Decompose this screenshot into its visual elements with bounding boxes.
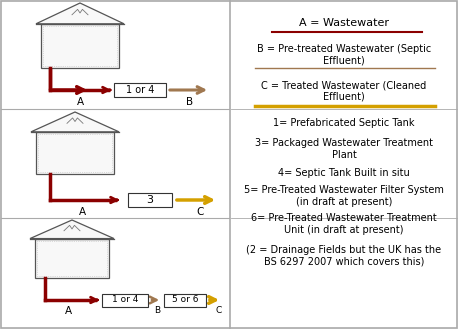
Bar — [114, 83, 166, 97]
Text: 5 or 6: 5 or 6 — [172, 295, 198, 305]
Bar — [128, 193, 172, 207]
Text: B: B — [186, 97, 194, 107]
Text: B: B — [154, 306, 160, 315]
Bar — [164, 293, 206, 307]
Polygon shape — [30, 220, 114, 239]
Text: A: A — [76, 97, 83, 107]
Bar — [43, 26, 117, 66]
Text: 3= Packaged Wastewater Treatment
Plant: 3= Packaged Wastewater Treatment Plant — [255, 138, 433, 160]
Text: 4= Septic Tank Built in situ: 4= Septic Tank Built in situ — [278, 168, 410, 178]
Text: A: A — [65, 306, 71, 316]
Polygon shape — [36, 3, 124, 24]
Text: 1 or 4: 1 or 4 — [112, 295, 138, 305]
Text: 6= Pre-Treated Wastewater Treatment
Unit (in draft at present): 6= Pre-Treated Wastewater Treatment Unit… — [251, 213, 437, 235]
Bar — [36, 132, 114, 174]
Text: C: C — [196, 207, 204, 217]
Text: 5= Pre-Treated Wastewater Filter System
(in draft at present): 5= Pre-Treated Wastewater Filter System … — [244, 185, 444, 207]
Bar — [41, 24, 119, 68]
Polygon shape — [31, 112, 119, 132]
Text: B = Pre-treated Wastewater (Septic
Effluent): B = Pre-treated Wastewater (Septic Efflu… — [257, 44, 431, 65]
Text: 1= Prefabricated Septic Tank: 1= Prefabricated Septic Tank — [273, 118, 415, 128]
Text: C: C — [216, 306, 222, 315]
Text: C = Treated Wastewater (Cleaned
Effluent): C = Treated Wastewater (Cleaned Effluent… — [262, 80, 426, 102]
Text: 1 or 4: 1 or 4 — [126, 85, 154, 95]
Bar — [37, 240, 107, 276]
Bar — [102, 293, 148, 307]
Bar — [38, 134, 112, 172]
Bar — [35, 239, 109, 278]
Text: 3: 3 — [147, 195, 153, 205]
Text: A = Wastewater: A = Wastewater — [299, 18, 389, 28]
Text: (2 = Drainage Fields but the UK has the
BS 6297 2007 which covers this): (2 = Drainage Fields but the UK has the … — [246, 245, 442, 266]
Text: A: A — [78, 207, 86, 217]
